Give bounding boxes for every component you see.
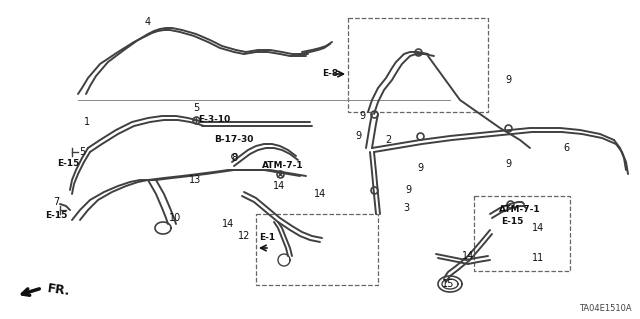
Bar — [474, 196, 570, 271]
Text: 1: 1 — [84, 117, 90, 127]
Text: E-15: E-15 — [45, 211, 67, 220]
Text: TA04E1510A: TA04E1510A — [579, 304, 632, 313]
Text: 9: 9 — [405, 185, 411, 195]
Text: 15: 15 — [442, 279, 454, 289]
Text: E-8: E-8 — [322, 70, 338, 78]
Text: 6: 6 — [563, 143, 569, 153]
Text: ATM-7-1: ATM-7-1 — [499, 205, 541, 214]
Text: 11: 11 — [532, 253, 544, 263]
Bar — [348, 18, 488, 112]
Text: E-3-10: E-3-10 — [198, 115, 230, 124]
Text: B-17-30: B-17-30 — [214, 136, 253, 145]
Text: 5: 5 — [79, 147, 85, 157]
Text: 9: 9 — [417, 163, 423, 173]
Text: 14: 14 — [532, 223, 544, 233]
Text: 5: 5 — [193, 103, 199, 113]
Text: 14: 14 — [273, 181, 285, 191]
Text: 3: 3 — [403, 203, 409, 213]
Text: 9: 9 — [505, 159, 511, 169]
Text: ATM-7-1: ATM-7-1 — [262, 161, 304, 170]
Text: 7: 7 — [53, 197, 59, 207]
Text: 9: 9 — [359, 111, 365, 121]
Text: 8: 8 — [231, 153, 237, 163]
Text: 12: 12 — [238, 231, 250, 241]
Text: FR.: FR. — [46, 282, 70, 298]
Text: 14: 14 — [314, 189, 326, 199]
Text: 14: 14 — [462, 251, 474, 261]
Text: E-15: E-15 — [57, 160, 79, 168]
Text: 14: 14 — [222, 219, 234, 229]
Text: 2: 2 — [385, 135, 391, 145]
Text: 10: 10 — [169, 213, 181, 223]
Text: 4: 4 — [145, 17, 151, 27]
Bar — [256, 214, 378, 285]
Text: 9: 9 — [505, 75, 511, 85]
Text: 9: 9 — [355, 131, 361, 141]
Text: E-15: E-15 — [501, 218, 523, 226]
Text: E-1: E-1 — [259, 234, 275, 242]
Text: 13: 13 — [189, 175, 201, 185]
